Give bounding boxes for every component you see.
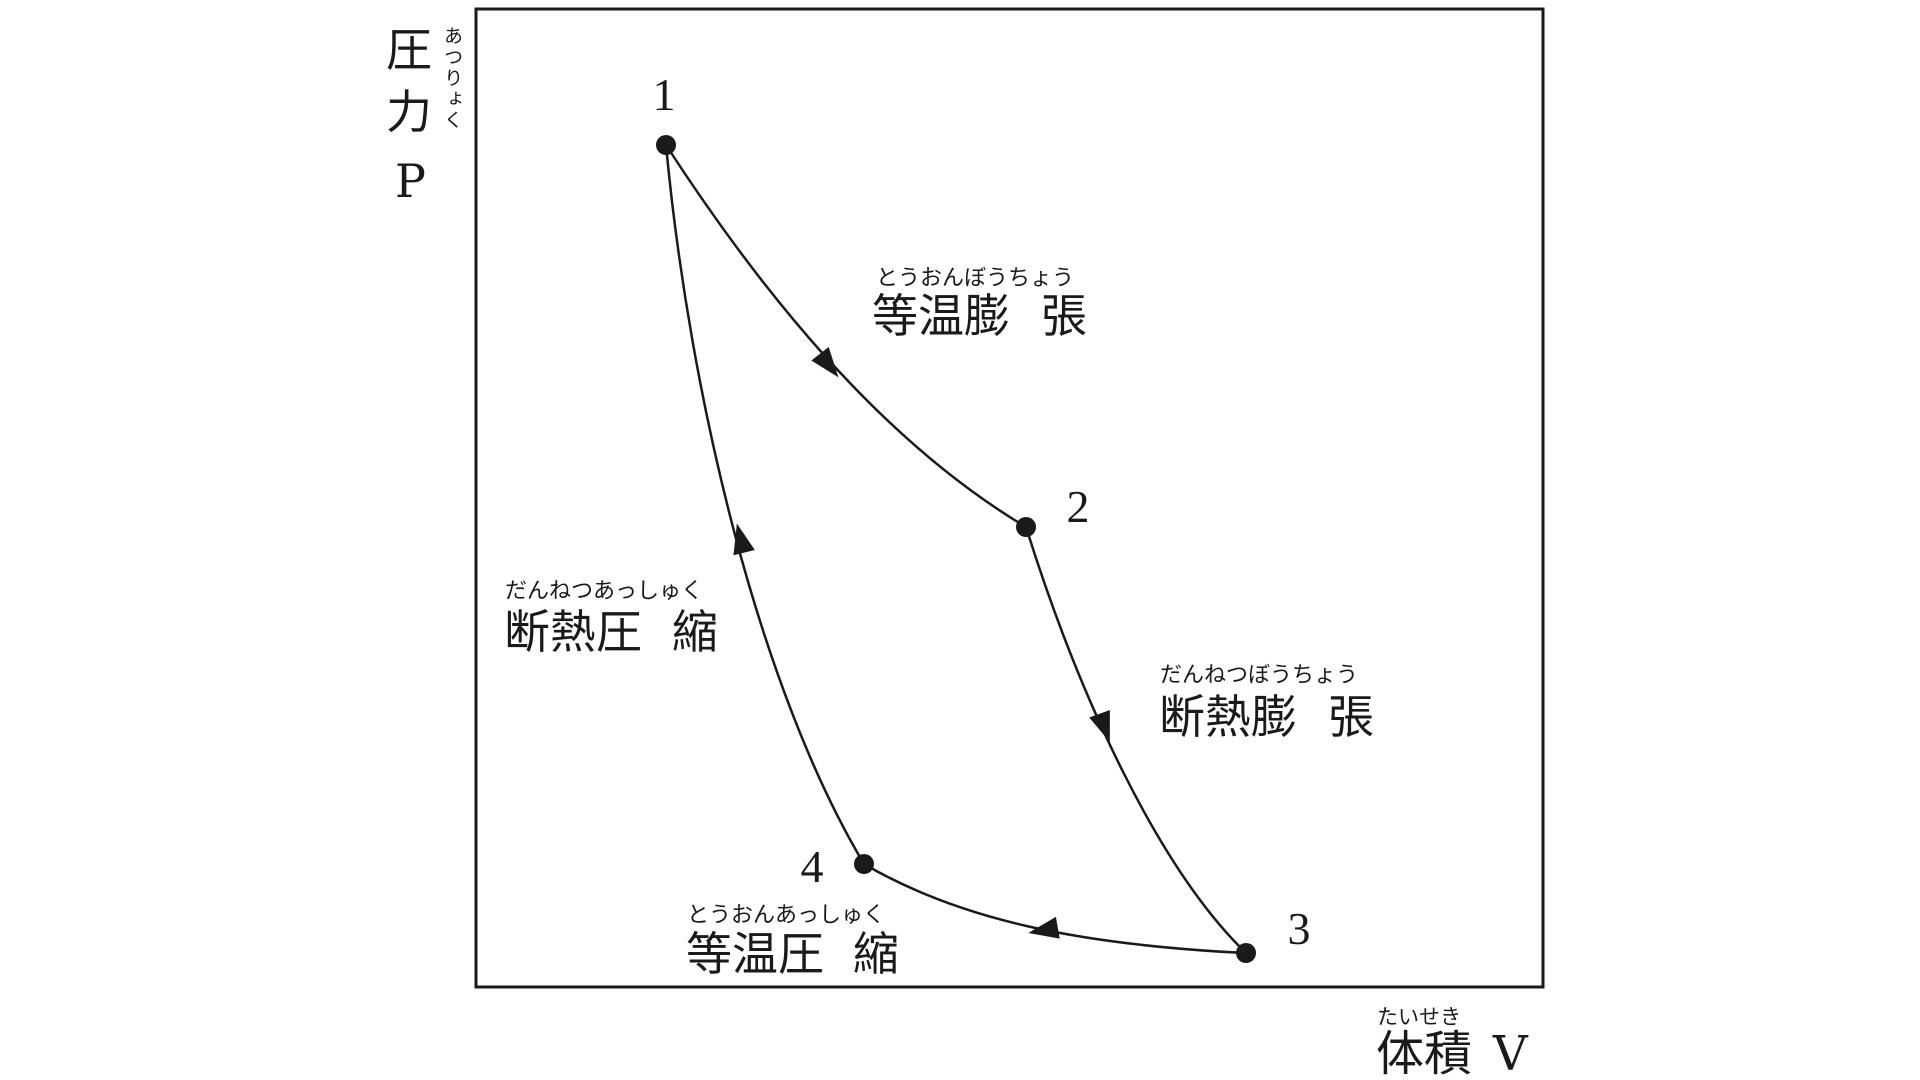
- process-ruby-adiabatic-compression: だんねつあっしゅく: [505, 579, 703, 604]
- arrow-adiabatic-expansion: [1089, 710, 1110, 742]
- x-axis-ruby: たいせき: [1377, 1005, 1461, 1029]
- arrow-isothermal-compression: [1028, 916, 1060, 939]
- plot-frame: [474, 7, 1545, 989]
- process-label-adiabatic-compression-b: 縮: [672, 605, 718, 659]
- state-number-2: 2: [1067, 481, 1090, 532]
- x-axis-label: 体積: [1376, 1026, 1472, 1080]
- curve-adiabatic-compression: [664, 144, 866, 865]
- state-point-3: [1236, 943, 1256, 963]
- y-axis-label-char-1: 圧: [386, 23, 432, 77]
- process-label-isothermal-expansion-b: 張: [1041, 289, 1087, 343]
- process-ruby-isothermal-compression: とうおんあっしゅく: [687, 903, 885, 928]
- process-ruby-isothermal-expansion: とうおんぼうちょう: [876, 266, 1074, 291]
- y-axis-ruby: あつりょく: [441, 26, 463, 131]
- state-point-2: [1016, 517, 1036, 537]
- process-label-adiabatic-expansion-a: 断熱膨: [1159, 690, 1297, 744]
- process-label-isothermal-expansion-a: 等温膨: [872, 289, 1010, 343]
- state-point-4: [854, 854, 874, 874]
- process-label-adiabatic-expansion-b: 張: [1328, 690, 1374, 744]
- arrow-isothermal-expansion: [811, 346, 839, 378]
- curve-adiabatic-expansion: [1024, 526, 1247, 954]
- x-axis-symbol: V: [1492, 1026, 1529, 1080]
- y-axis-symbol: P: [395, 154, 426, 208]
- state-point-1: [656, 135, 676, 155]
- arrow-adiabatic-compression: [733, 523, 755, 556]
- state-number-4: 4: [801, 841, 824, 892]
- y-axis-label-char-2: 力: [386, 85, 432, 139]
- process-ruby-adiabatic-expansion: だんねつぼうちょう: [1160, 663, 1358, 688]
- state-number-3: 3: [1288, 903, 1311, 954]
- curve-isothermal-compression: [863, 862, 1247, 955]
- process-label-isothermal-compression-b: 縮: [853, 927, 899, 981]
- state-number-1: 1: [653, 69, 676, 120]
- process-label-adiabatic-compression-a: 断熱圧: [504, 605, 642, 659]
- process-label-isothermal-compression-a: 等温圧: [686, 927, 824, 981]
